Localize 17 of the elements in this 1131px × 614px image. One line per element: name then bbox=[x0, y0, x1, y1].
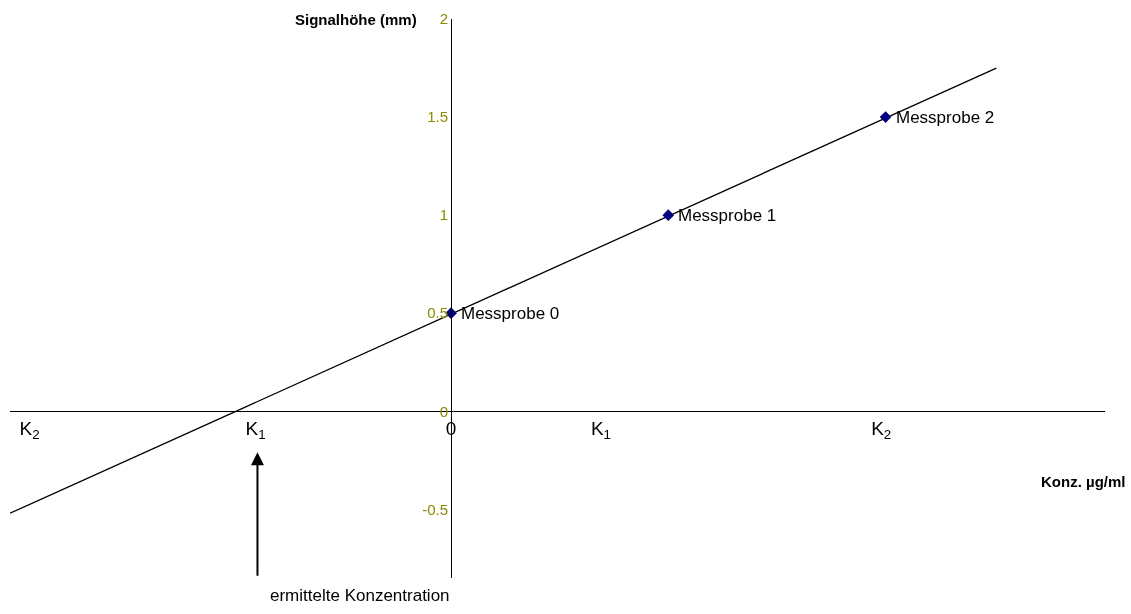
x-axis-title: Konz. µg/ml bbox=[1041, 473, 1126, 490]
x-tick-label: K$_{1}$ bbox=[245, 418, 266, 443]
annotation: Messprobe 1 bbox=[678, 206, 777, 225]
x-tick-label: K$_{2}$ bbox=[19, 418, 40, 443]
y-axis-title: Signalhöhe (mm) bbox=[295, 11, 417, 28]
x-tick-label: K$_{1}$ bbox=[590, 418, 611, 443]
point bbox=[879, 111, 892, 123]
point bbox=[662, 209, 675, 221]
annotation: Messprobe 0 bbox=[461, 304, 560, 323]
y-tick-label: 2 bbox=[439, 10, 449, 28]
annotation: Messprobe 2 bbox=[896, 108, 995, 127]
y-tick-label: 1.5 bbox=[427, 108, 449, 126]
y-tick-label: 1 bbox=[439, 206, 449, 224]
y-tick-label: 0.5 bbox=[427, 304, 449, 322]
text: ermittelte Konzentration bbox=[270, 586, 450, 605]
x-tick-label: K$_{2}$ bbox=[871, 418, 892, 443]
y-tick-label: -0.5 bbox=[422, 500, 449, 518]
